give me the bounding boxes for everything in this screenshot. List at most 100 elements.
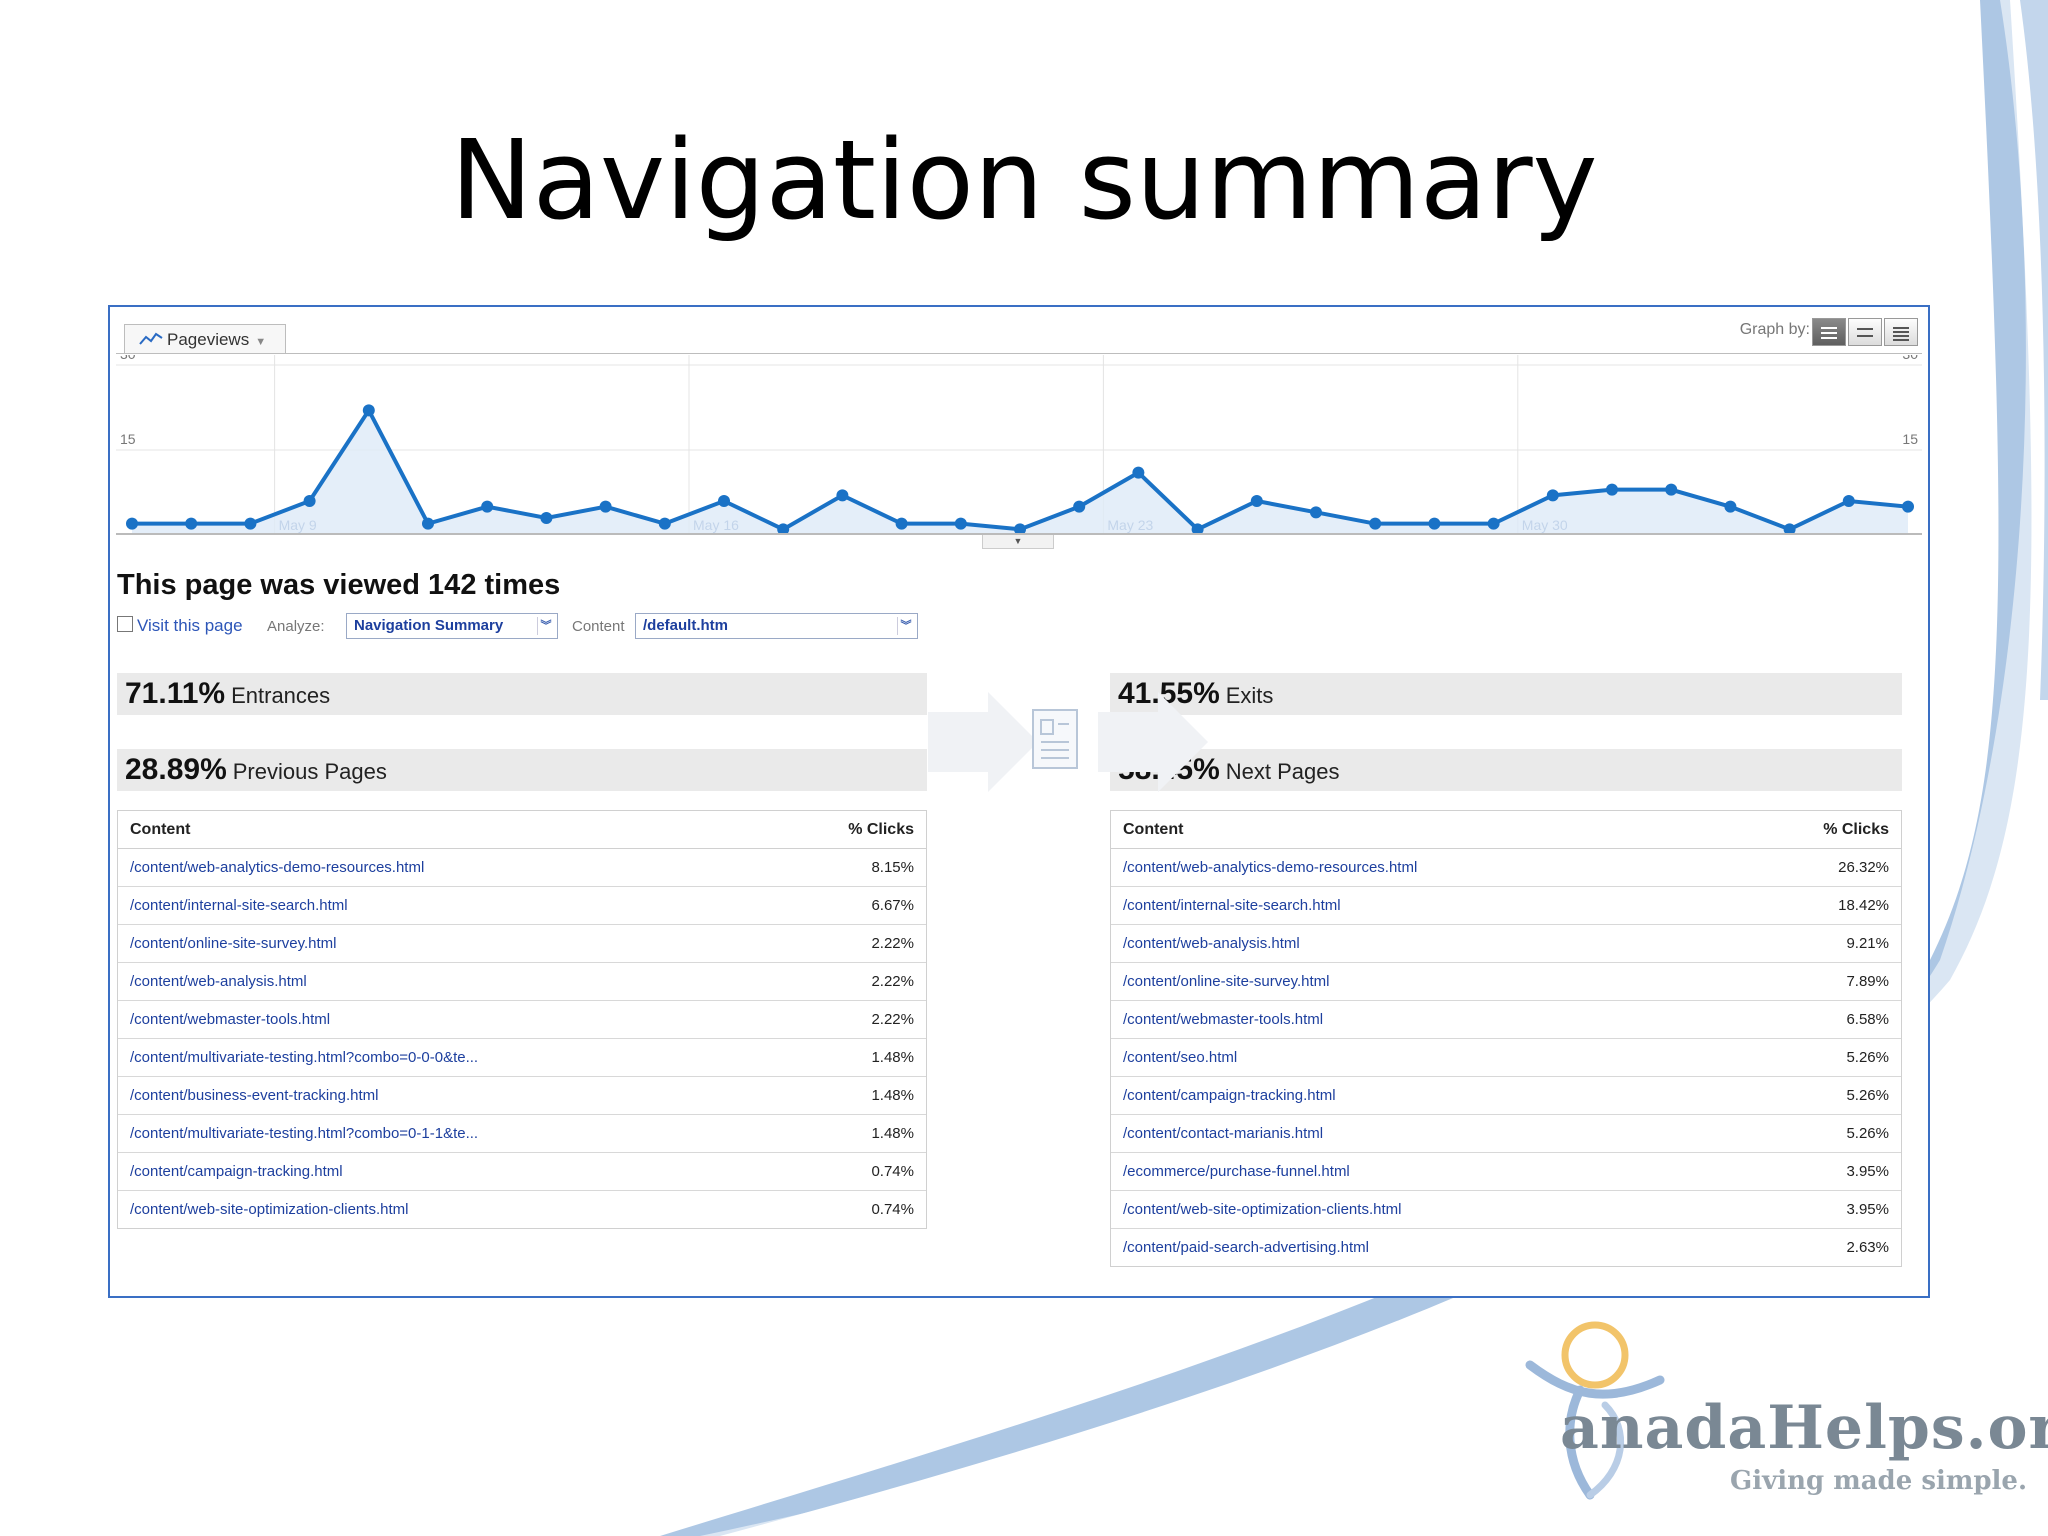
- pageviews-tab-label: Pageviews: [167, 330, 250, 349]
- click-percent: 0.74%: [871, 1163, 914, 1180]
- analyze-label: Analyze:: [267, 618, 325, 635]
- page-link[interactable]: /content/online-site-survey.html: [1123, 973, 1330, 990]
- data-point: [244, 517, 257, 530]
- clicks-column-header[interactable]: % Clicks: [1823, 821, 1889, 838]
- page-link[interactable]: /content/internal-site-search.html: [1123, 897, 1341, 914]
- data-point: [1842, 495, 1855, 507]
- page-link[interactable]: /content/web-site-optimization-clients.h…: [130, 1201, 409, 1218]
- page-link[interactable]: /ecommerce/purchase-funnel.html: [1123, 1163, 1350, 1180]
- table-row: /content/internal-site-search.html 18.42%: [1111, 887, 1901, 925]
- page-link[interactable]: /content/internal-site-search.html: [130, 897, 348, 914]
- logo-name: anadaHelps.org: [1560, 1393, 2048, 1463]
- click-percent: 0.74%: [871, 1201, 914, 1218]
- graph-by-day-button[interactable]: [1812, 318, 1846, 346]
- page-link[interactable]: /content/campaign-tracking.html: [130, 1163, 343, 1180]
- entrances-bar: 71.11% Entrances: [117, 673, 927, 715]
- page-link[interactable]: /content/web-analytics-demo-resources.ht…: [130, 859, 425, 876]
- exits-bar: 41.55% Exits: [1110, 673, 1902, 715]
- y-tick-label-left: 15: [120, 431, 136, 447]
- data-point: [481, 500, 494, 513]
- page-link[interactable]: /content/paid-search-advertising.html: [1123, 1239, 1369, 1256]
- pageviews-chart: May 9May 16May 23May 3030153015: [116, 355, 1922, 535]
- line-chart-icon: [139, 326, 167, 356]
- click-percent: 6.58%: [1846, 1011, 1889, 1028]
- page-flow-icon: [928, 692, 1208, 792]
- data-point: [1014, 523, 1026, 535]
- page-link[interactable]: /content/web-analysis.html: [130, 973, 307, 990]
- click-percent: 3.95%: [1846, 1201, 1889, 1218]
- table-row: /content/webmaster-tools.html 6.58%: [1111, 1001, 1901, 1039]
- data-point: [126, 517, 138, 530]
- data-point: [1428, 517, 1441, 530]
- table-row: /content/web-analysis.html 2.22%: [118, 963, 926, 1001]
- page-link[interactable]: /content/multivariate-testing.html?combo…: [130, 1049, 479, 1066]
- data-point: [1606, 483, 1618, 496]
- graph-by-week-button[interactable]: [1848, 318, 1882, 346]
- previous-pages-bar: 28.89% Previous Pages: [117, 749, 927, 791]
- page-link[interactable]: /content/business-event-tracking.html: [130, 1087, 379, 1104]
- data-point: [777, 523, 790, 535]
- data-point: [362, 404, 375, 417]
- graph-by-month-button[interactable]: [1884, 318, 1918, 346]
- table-row: /content/web-analytics-demo-resources.ht…: [1111, 849, 1901, 887]
- page-link[interactable]: /content/web-analysis.html: [1123, 935, 1300, 952]
- table-row: /content/web-analysis.html 9.21%: [1111, 925, 1901, 963]
- page-views-summary: This page was viewed 142 times: [117, 569, 561, 601]
- click-percent: 2.63%: [1846, 1239, 1889, 1256]
- page-link[interactable]: /content/campaign-tracking.html: [1123, 1087, 1336, 1104]
- chevron-down-icon: ︾: [537, 617, 554, 635]
- page-link[interactable]: /content/multivariate-testing.html?combo…: [130, 1125, 479, 1142]
- logo-tagline: Giving made simple.: [1730, 1466, 2028, 1496]
- table-row: /content/contact-marianis.html 5.26%: [1111, 1115, 1901, 1153]
- click-percent: 2.22%: [871, 935, 914, 952]
- tab-divider: [116, 353, 1922, 354]
- analyze-select[interactable]: Navigation Summary ︾: [346, 613, 558, 639]
- data-point: [836, 489, 849, 502]
- chart-collapse-handle[interactable]: ▼: [982, 535, 1054, 549]
- y-tick-label-left: 30: [120, 355, 136, 362]
- page-link[interactable]: /content/webmaster-tools.html: [130, 1011, 331, 1028]
- click-percent: 8.15%: [871, 859, 914, 876]
- content-column-header[interactable]: Content: [1123, 821, 1184, 838]
- content-label: Content: [572, 618, 625, 635]
- data-point: [1310, 506, 1322, 519]
- visit-page-link[interactable]: Visit this page: [117, 615, 243, 636]
- analytics-screenshot: Pageviews▼ Graph by: May 9May 16May 23Ma…: [108, 305, 1930, 1298]
- y-tick-label-right: 15: [1902, 431, 1918, 447]
- content-column-header[interactable]: Content: [130, 821, 191, 838]
- click-percent: 5.26%: [1846, 1125, 1889, 1142]
- page-link[interactable]: /content/contact-marianis.html: [1123, 1125, 1324, 1142]
- y-tick-label-right: 30: [1902, 355, 1918, 362]
- data-point: [1369, 517, 1382, 530]
- data-point: [1724, 500, 1737, 513]
- click-percent: 2.22%: [871, 1011, 914, 1028]
- clicks-column-header[interactable]: % Clicks: [848, 821, 914, 838]
- click-percent: 3.95%: [1846, 1163, 1889, 1180]
- click-percent: 1.48%: [871, 1049, 914, 1066]
- data-point: [1487, 517, 1500, 530]
- page-link[interactable]: /content/web-site-optimization-clients.h…: [1123, 1201, 1402, 1218]
- click-percent: 6.67%: [871, 897, 914, 914]
- table-row: /content/business-event-tracking.html 1.4…: [118, 1077, 926, 1115]
- data-point: [1191, 523, 1204, 535]
- data-point: [540, 512, 553, 524]
- table-row: /content/multivariate-testing.html?combo…: [118, 1039, 926, 1077]
- data-point: [1546, 489, 1559, 502]
- click-percent: 1.48%: [871, 1125, 914, 1142]
- content-select[interactable]: /default.htm ︾: [635, 613, 918, 639]
- table-row: /content/web-site-optimization-clients.h…: [118, 1191, 926, 1228]
- page-link[interactable]: /content/webmaster-tools.html: [1123, 1011, 1324, 1028]
- data-point: [1902, 500, 1914, 513]
- click-percent: 5.26%: [1846, 1087, 1889, 1104]
- slide-title: Navigation summary: [450, 116, 1598, 244]
- data-point: [185, 517, 198, 530]
- page-link[interactable]: /content/web-analytics-demo-resources.ht…: [1123, 859, 1418, 876]
- page-link[interactable]: /content/seo.html: [1123, 1049, 1238, 1066]
- data-point: [954, 517, 967, 530]
- pageviews-tab[interactable]: Pageviews ▼: [124, 324, 286, 354]
- canadahelps-logo: [1525, 1321, 1665, 1500]
- data-point: [718, 495, 730, 507]
- click-percent: 7.89%: [1846, 973, 1889, 990]
- data-point: [658, 517, 671, 530]
- page-link[interactable]: /content/online-site-survey.html: [130, 935, 337, 952]
